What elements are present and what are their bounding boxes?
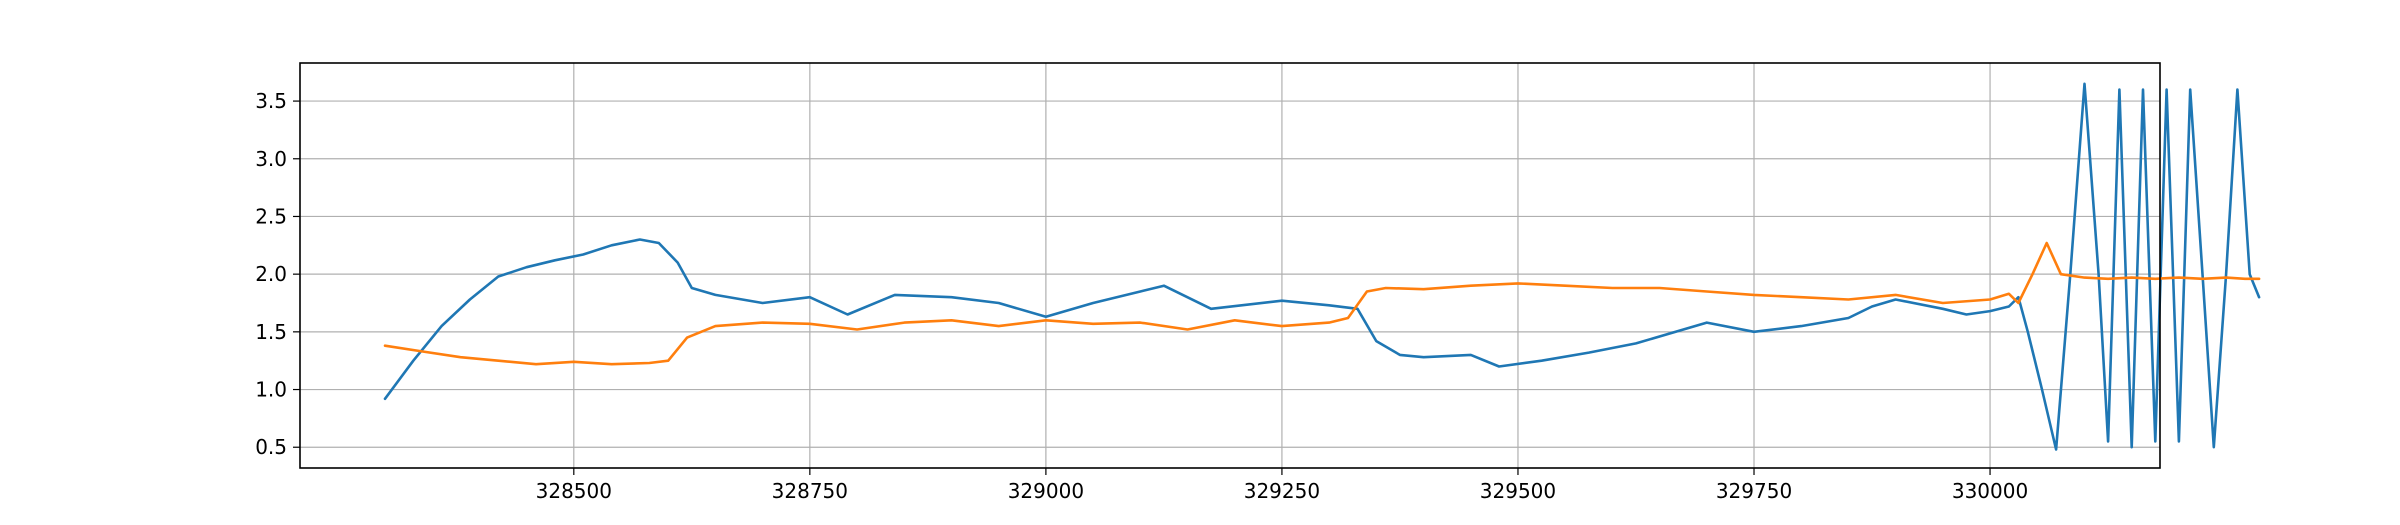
plot-area-background: [300, 63, 2160, 468]
plot-frame: [299, 62, 2161, 469]
x-tick-label-2: 329000: [1008, 479, 1084, 503]
y-tick-label-6: 3.5: [255, 89, 287, 113]
series-line-1: [383, 241, 2261, 366]
x-tick-label-5: 329750: [1716, 479, 1792, 503]
series-layer: [383, 82, 2261, 451]
y-tick-label-1: 1.0: [255, 378, 287, 402]
y-tick-label-3: 2.0: [255, 262, 287, 286]
y-tick-label-2: 1.5: [255, 320, 287, 344]
y-tick-label-0: 0.5: [255, 435, 287, 459]
x-tick-label-1: 328750: [772, 479, 848, 503]
series-line-0: [383, 82, 2261, 451]
x-tick-label-3: 329250: [1244, 479, 1320, 503]
x-tick-label-4: 329500: [1480, 479, 1556, 503]
x-tick-label-6: 330000: [1952, 479, 2028, 503]
tick-layer: 328500 328750 329000 329250 329500 329750 3300…: [255, 89, 2028, 503]
x-tick-label-0: 328500: [536, 479, 612, 503]
grid-lines: [300, 63, 2160, 468]
y-tick-label-4: 2.5: [255, 204, 287, 228]
y-tick-label-5: 3.0: [255, 147, 287, 171]
